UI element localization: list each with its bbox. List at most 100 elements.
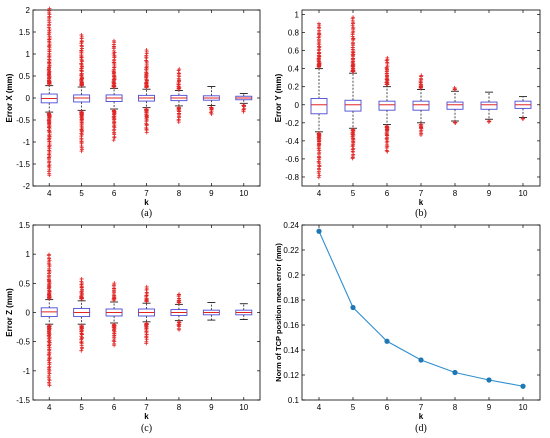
x-tick-label: 10	[519, 189, 528, 198]
y-axis-label: Error Y (mm)	[274, 73, 283, 122]
y-tick-label: -0.5	[16, 116, 30, 125]
outlier-point	[144, 78, 149, 83]
y-tick-label: 0.12	[283, 371, 299, 380]
x-tick-label: 5	[351, 403, 356, 412]
outliers-upper	[176, 292, 182, 305]
box-k10	[514, 96, 532, 121]
x-tick-label: 4	[317, 189, 322, 198]
y-tick-label: -1.5	[16, 160, 30, 169]
chart-panel-3: -1.5 -1 -0.5 0 0.5 1 1.5 4 5 6 7 8 9 10 k Error Z (mm) (…	[5, 221, 261, 434]
panel-label: (b)	[415, 208, 427, 219]
y-tick-label: 0.2	[288, 271, 300, 280]
outlier-point	[177, 67, 182, 72]
data-point-k10	[520, 383, 526, 389]
outlier-point	[209, 111, 214, 116]
outliers-lower	[486, 119, 492, 124]
box-k7	[138, 284, 155, 346]
outliers-upper	[384, 55, 390, 87]
box-k5	[344, 15, 362, 161]
outlier-point	[144, 130, 149, 135]
outlier-point	[419, 73, 424, 78]
outliers-lower	[208, 105, 214, 116]
outliers-upper	[350, 15, 356, 74]
box-k8	[170, 67, 188, 125]
x-tick-label: 9	[209, 403, 214, 412]
x-tick-label: 7	[144, 403, 149, 412]
outlier-point	[47, 364, 52, 369]
y-tick-label: 0.1	[288, 396, 300, 405]
y-tick-label: -0.5	[16, 338, 30, 347]
box-k6	[378, 55, 396, 154]
y-tick-label: -2	[23, 182, 31, 191]
outlier-point	[111, 77, 116, 82]
data-point-k7	[418, 357, 424, 363]
box-k4	[40, 6, 58, 178]
x-tick-label: 6	[385, 403, 390, 412]
box-k7	[138, 48, 155, 135]
x-tick-label: 8	[177, 189, 182, 198]
y-tick-label: 0.5	[19, 279, 31, 288]
outlier-point	[112, 343, 117, 348]
x-tick-label: 9	[487, 403, 492, 412]
y-tick-label: 1	[295, 11, 300, 20]
outlier-point	[46, 358, 51, 363]
outlier-point	[351, 36, 356, 41]
y-tick-label: -1.5	[16, 396, 30, 405]
outlier-point	[385, 149, 390, 154]
outlier-point	[351, 15, 356, 20]
x-axis-label: k	[419, 198, 424, 207]
outliers-lower	[350, 127, 356, 161]
outlier-point	[486, 119, 491, 124]
y-tick-label: 1	[26, 50, 31, 59]
x-tick-label: 4	[47, 403, 52, 412]
y-tick-label: 0.2	[288, 83, 300, 92]
box-k9	[202, 86, 220, 116]
box-iqr	[378, 100, 396, 111]
outlier-point	[79, 48, 84, 53]
outlier-point	[350, 156, 355, 161]
outliers-lower	[46, 323, 52, 388]
data-point-k4	[316, 228, 322, 234]
outlier-point	[112, 135, 117, 140]
outliers-lower	[111, 322, 117, 348]
outlier-point	[241, 109, 246, 114]
outlier-point	[79, 32, 84, 37]
x-tick-label: 10	[239, 189, 248, 198]
outliers-lower	[144, 107, 149, 135]
y-tick-label: 0.4	[288, 65, 300, 74]
x-tick-label: 8	[453, 403, 458, 412]
y-tick-label: 2	[26, 6, 31, 15]
data-point-k6	[384, 338, 390, 344]
chart-panel-1: -2 -1.5 -1 -0.5 0 0.5 1 1.5 2 4 5 6 7 8 9 10 k Error X (m…	[5, 6, 261, 219]
outlier-point	[47, 383, 52, 388]
y-tick-label: -0.6	[285, 155, 299, 164]
x-tick-label: 5	[351, 189, 356, 198]
y-tick-label: 1.5	[19, 221, 31, 230]
outlier-point	[79, 147, 84, 152]
y-tick-label: 0.6	[288, 47, 300, 56]
outliers-lower	[176, 319, 182, 332]
x-tick-label: 4	[317, 403, 322, 412]
y-tick-label: 0.8	[288, 29, 300, 38]
data-point-k9	[486, 377, 492, 383]
box-iqr	[310, 98, 328, 115]
outlier-point	[47, 69, 52, 74]
x-tick-label: 5	[79, 189, 84, 198]
outlier-point	[47, 37, 52, 42]
x-tick-label: 7	[144, 189, 149, 198]
y-axis-label: Norm of TCP position mean error (mm)	[274, 243, 283, 382]
outliers-upper	[452, 85, 458, 92]
x-axis-label: k	[419, 412, 424, 421]
outlier-point	[79, 149, 84, 154]
y-tick-label: 0	[26, 309, 31, 318]
outlier-point	[144, 48, 149, 53]
box-k8	[170, 292, 188, 332]
y-tick-label: 0.24	[283, 221, 299, 230]
outlier-point	[144, 53, 149, 58]
x-tick-label: 4	[47, 189, 52, 198]
y-tick-label: -0.2	[285, 119, 299, 128]
box-k5	[73, 32, 91, 154]
outlier-point	[79, 34, 84, 39]
x-tick-label: 10	[239, 403, 248, 412]
